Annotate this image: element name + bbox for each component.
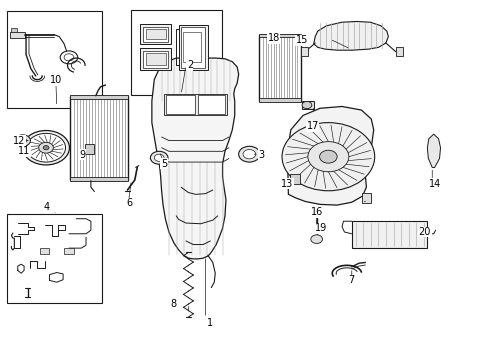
Text: 13: 13 <box>281 179 293 189</box>
Bar <box>361 193 370 203</box>
Text: 17: 17 <box>306 121 318 131</box>
Bar <box>395 47 402 56</box>
Text: 1: 1 <box>207 319 213 328</box>
Bar <box>10 32 25 39</box>
Bar <box>289 174 299 184</box>
Text: 11: 11 <box>18 146 30 156</box>
Circle shape <box>64 54 74 61</box>
Bar <box>11 28 17 32</box>
Circle shape <box>310 235 322 243</box>
Bar <box>300 47 307 56</box>
Text: 18: 18 <box>267 33 279 43</box>
Text: 7: 7 <box>348 275 354 285</box>
Text: 20: 20 <box>418 227 430 237</box>
Circle shape <box>43 145 49 150</box>
Circle shape <box>39 142 53 153</box>
Bar <box>146 53 165 65</box>
Circle shape <box>154 154 163 161</box>
Bar <box>40 248 49 253</box>
Text: 19: 19 <box>315 224 327 233</box>
Polygon shape <box>427 134 440 167</box>
Circle shape <box>19 138 26 143</box>
Text: 15: 15 <box>295 35 307 45</box>
Circle shape <box>22 131 69 165</box>
Text: 2: 2 <box>186 60 193 70</box>
Bar <box>146 29 165 40</box>
Bar <box>181 27 205 68</box>
Bar <box>142 50 168 68</box>
Circle shape <box>307 141 348 172</box>
Text: 16: 16 <box>310 207 322 217</box>
Bar <box>198 95 224 114</box>
Circle shape <box>150 151 167 164</box>
Bar <box>182 32 201 62</box>
Bar <box>178 25 207 69</box>
Bar <box>6 214 102 303</box>
Circle shape <box>238 146 260 162</box>
Circle shape <box>319 150 336 163</box>
Polygon shape <box>152 58 238 259</box>
Text: 5: 5 <box>161 159 167 169</box>
Bar <box>70 96 128 180</box>
Bar <box>351 221 427 248</box>
Polygon shape <box>313 22 387 50</box>
Bar <box>165 95 194 114</box>
Text: 4: 4 <box>44 202 50 212</box>
Bar <box>6 12 102 108</box>
Circle shape <box>282 123 374 191</box>
Text: 10: 10 <box>50 75 62 85</box>
Bar <box>64 248 74 253</box>
Bar <box>163 94 227 116</box>
Bar <box>259 98 300 102</box>
Bar <box>131 10 221 95</box>
Text: 3: 3 <box>258 150 264 160</box>
Bar <box>140 24 171 44</box>
Bar <box>70 177 128 181</box>
Text: 8: 8 <box>170 299 177 309</box>
Circle shape <box>26 134 65 162</box>
Bar <box>140 48 171 69</box>
Bar <box>302 101 314 109</box>
Bar <box>259 34 300 37</box>
Bar <box>70 95 128 99</box>
Circle shape <box>302 102 311 109</box>
Bar <box>259 35 300 101</box>
Circle shape <box>243 149 255 159</box>
Text: 6: 6 <box>126 198 133 208</box>
Circle shape <box>15 135 30 146</box>
Circle shape <box>60 51 78 64</box>
Text: 12: 12 <box>13 136 25 145</box>
Bar <box>84 144 94 154</box>
Bar <box>142 27 168 42</box>
Text: 9: 9 <box>80 150 85 160</box>
Text: 14: 14 <box>427 179 440 189</box>
Polygon shape <box>287 107 373 205</box>
